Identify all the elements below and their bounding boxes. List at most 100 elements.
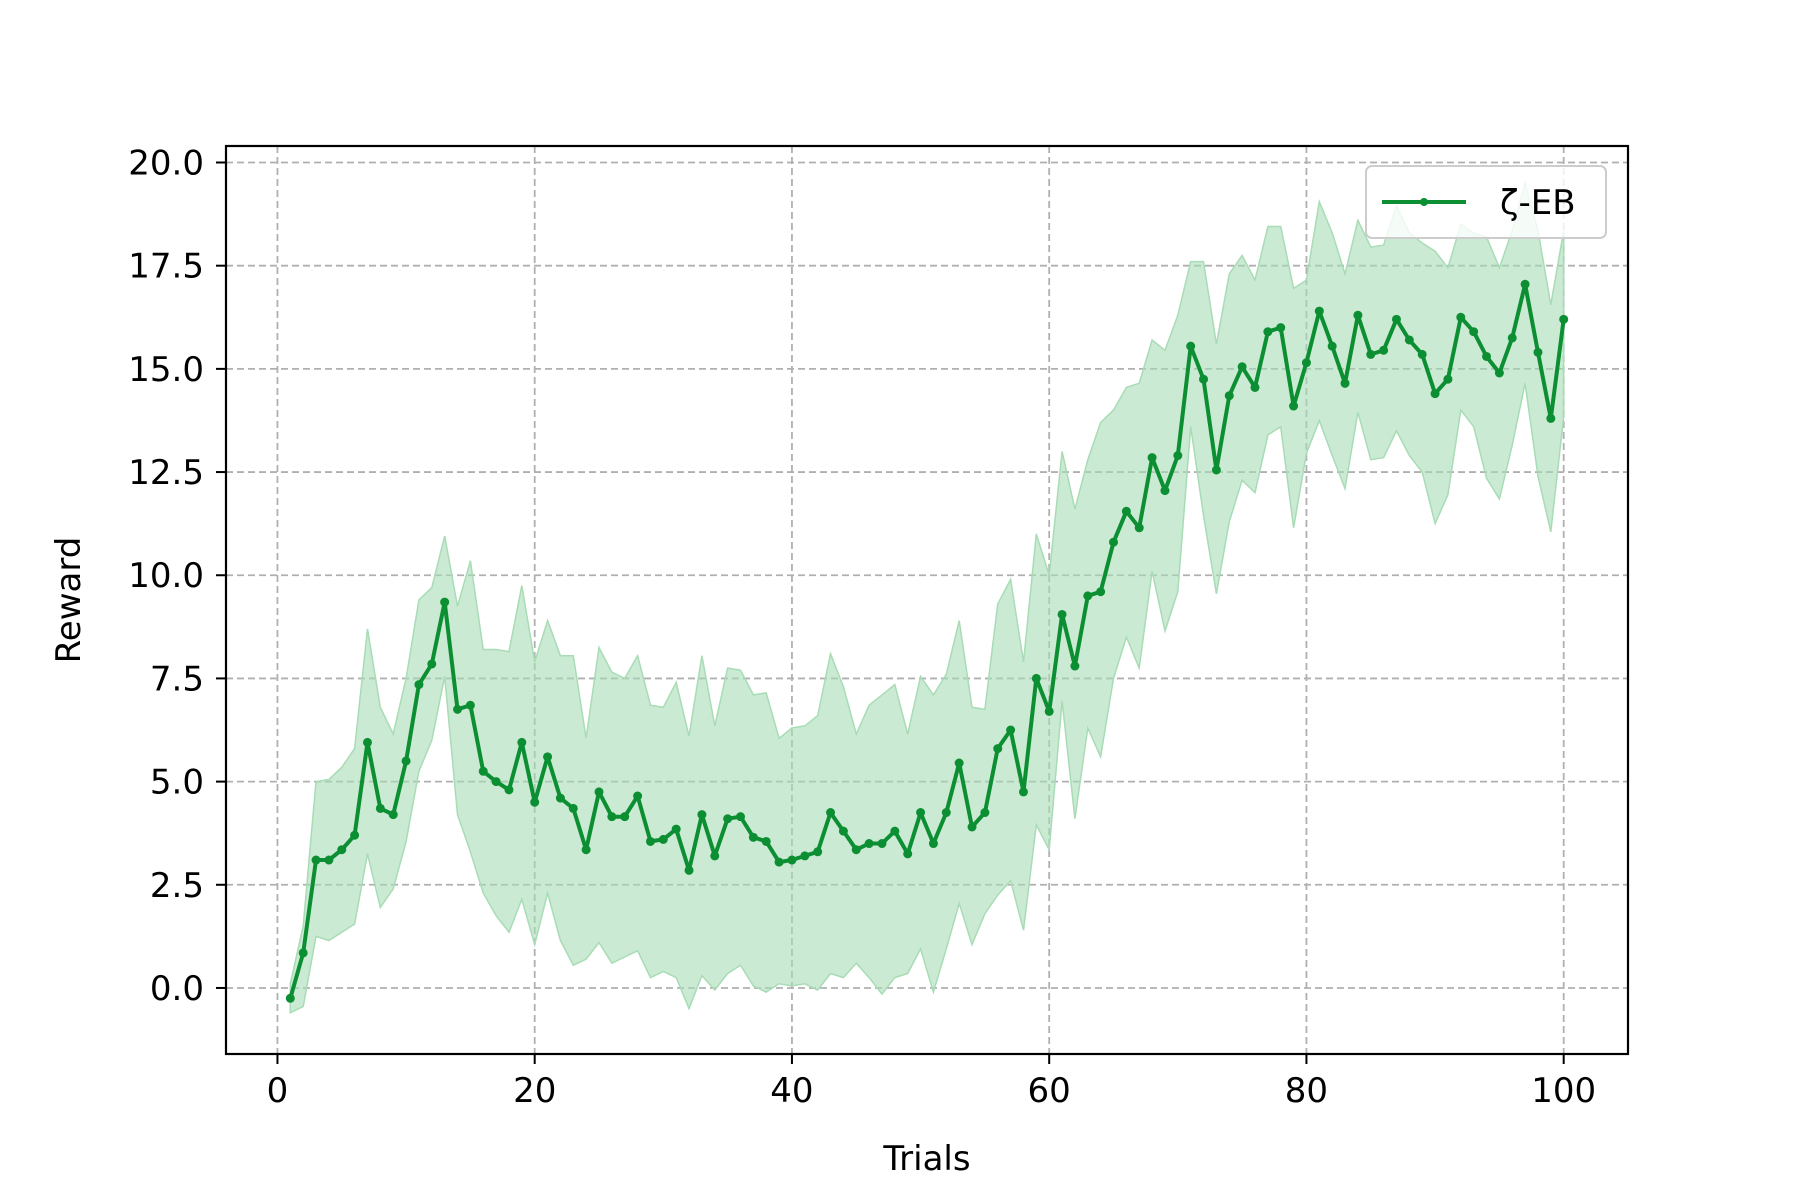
data-point: [337, 845, 347, 855]
series-line-group: [288, 282, 1566, 999]
data-point: [1417, 349, 1427, 359]
data-point: [1160, 486, 1170, 496]
data-point: [761, 836, 771, 846]
data-point: [1482, 351, 1492, 361]
data-point: [555, 793, 565, 803]
data-point: [298, 948, 308, 958]
data-point: [1559, 314, 1569, 324]
data-point: [993, 744, 1003, 754]
data-point: [504, 785, 514, 795]
data-point: [1289, 401, 1299, 411]
x-axis-label: Trials: [882, 1139, 970, 1179]
data-point: [594, 787, 604, 797]
series-line: [288, 282, 1566, 999]
data-point: [1224, 391, 1234, 401]
data-point: [1173, 451, 1183, 461]
y-tick-label: 0.0: [150, 969, 204, 1009]
y-tick-label: 20.0: [128, 144, 204, 184]
x-tick-label: 20: [513, 1071, 556, 1111]
y-axis-label: Reward: [49, 537, 89, 664]
data-point: [1276, 323, 1286, 333]
data-point: [1096, 587, 1106, 597]
data-point: [1340, 378, 1350, 388]
plot-frame: [224, 144, 1630, 1056]
data-point: [1121, 506, 1131, 516]
data-point: [1366, 349, 1376, 359]
y-tick-label: 10.0: [128, 556, 204, 596]
data-point: [1391, 314, 1401, 324]
data-point: [1507, 333, 1517, 343]
data-point: [1404, 335, 1414, 345]
data-point: [954, 758, 964, 768]
data-point: [864, 839, 874, 849]
data-point: [1031, 673, 1041, 683]
data-point: [967, 822, 977, 832]
data-point: [1456, 312, 1466, 322]
data-point: [645, 836, 655, 846]
axis-ticks: [216, 161, 1565, 1064]
data-point: [581, 845, 591, 855]
data-point: [543, 752, 553, 762]
legend-box: [1365, 165, 1607, 239]
data-point: [1494, 368, 1504, 378]
y-tick-label: 7.5: [150, 659, 204, 699]
x-tick-label: 60: [1028, 1071, 1071, 1111]
data-point: [697, 810, 707, 820]
data-point: [453, 704, 463, 714]
data-point: [903, 849, 913, 859]
data-point: [465, 700, 475, 710]
data-point: [1469, 327, 1479, 337]
data-point: [285, 993, 295, 1003]
data-point: [1301, 358, 1311, 368]
series-markers: [285, 279, 1569, 1003]
data-point: [1520, 279, 1530, 289]
y-tick-label: 15.0: [128, 350, 204, 390]
data-point: [427, 659, 437, 669]
data-point: [813, 847, 823, 857]
data-point: [607, 812, 617, 822]
data-point: [671, 824, 681, 834]
data-point: [1237, 362, 1247, 372]
data-point: [1057, 609, 1067, 619]
data-point: [980, 808, 990, 818]
data-point: [877, 839, 887, 849]
y-tick-label: 2.5: [150, 866, 204, 906]
data-point: [748, 832, 758, 842]
data-point: [324, 855, 334, 865]
data-point: [1430, 389, 1440, 399]
data-point: [1263, 327, 1273, 337]
axis-tick-labels: 0 20 40 60 80 100 0.0 2.5 5.0 7.5 10.0 12.5 15.0 17.5…: [128, 144, 1596, 1111]
y-tick-label: 5.0: [150, 763, 204, 803]
data-point: [774, 857, 784, 867]
y-tick-label: 17.5: [128, 247, 204, 287]
data-point: [1327, 341, 1337, 351]
data-point: [723, 814, 733, 824]
data-point: [684, 865, 694, 875]
data-point: [800, 851, 810, 861]
data-point: [1250, 382, 1260, 392]
data-point: [890, 826, 900, 836]
data-point: [517, 737, 527, 747]
data-point: [633, 791, 643, 801]
data-point: [1147, 453, 1157, 463]
legend: ζ-EB: [1365, 165, 1607, 239]
data-point: [414, 680, 424, 690]
data-point: [1083, 591, 1093, 601]
data-point: [1018, 787, 1028, 797]
data-point: [1134, 523, 1144, 533]
x-tick-label: 40: [770, 1071, 813, 1111]
data-point: [350, 830, 360, 840]
data-point: [1006, 725, 1016, 735]
legend-marker-swatch: [1420, 198, 1428, 206]
x-tick-label: 80: [1285, 1071, 1328, 1111]
data-point: [826, 808, 836, 818]
data-point: [916, 808, 926, 818]
data-point: [658, 834, 668, 844]
data-point: [530, 797, 540, 807]
data-point: [1533, 347, 1543, 357]
data-point: [710, 851, 720, 861]
data-point: [1353, 310, 1363, 320]
data-point: [941, 808, 951, 818]
data-point: [787, 855, 797, 865]
